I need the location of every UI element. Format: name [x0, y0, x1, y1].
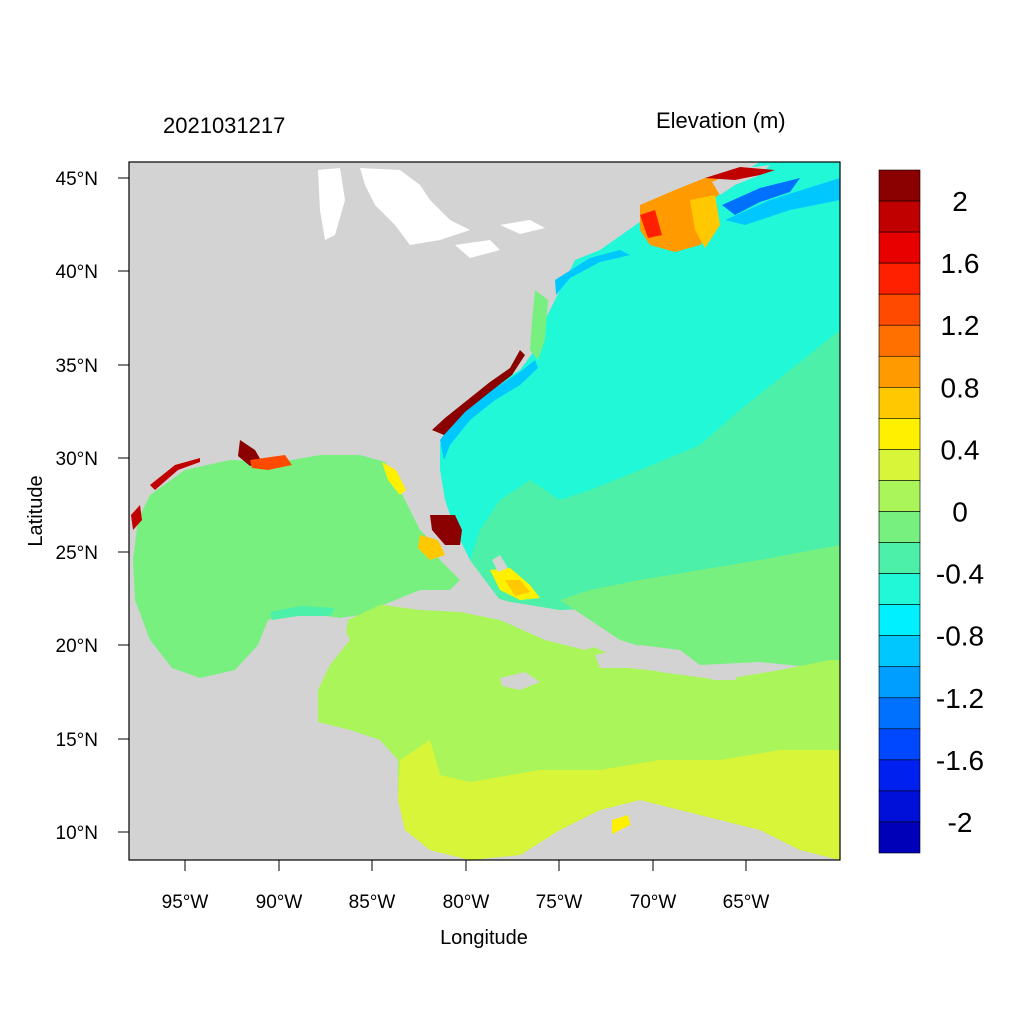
colorbar-label: 2	[952, 186, 968, 217]
florida-surge-patch	[430, 515, 462, 545]
xtick-label: 90°W	[256, 892, 303, 913]
colorbar-swatch	[878, 480, 921, 512]
colorbar-label: 1.6	[941, 248, 980, 279]
gulf-of-maine-red	[640, 210, 662, 238]
south-america-land	[560, 815, 840, 860]
colorbar-swatch	[878, 262, 921, 295]
gulf-of-maine-yellow	[690, 195, 720, 248]
ytick-label: 45°N	[56, 169, 98, 190]
bahamas-anomaly-core	[505, 580, 530, 596]
colorbar-swatch	[878, 355, 921, 388]
xtick-label: 65°W	[723, 892, 770, 913]
colorbar-label: -1.2	[936, 683, 984, 714]
x-axis: 95°W 90°W 85°W 80°W 75°W 70°W 65°W	[162, 860, 770, 913]
ytick-label: 10°N	[56, 823, 98, 844]
great-lakes	[318, 168, 545, 258]
colorbar	[878, 169, 921, 854]
colorbar-swatch	[878, 511, 921, 543]
xtick-label: 85°W	[349, 892, 396, 913]
bahamas-land	[492, 555, 508, 572]
florida-west-anomaly	[382, 462, 406, 495]
colorbar-swatch	[878, 418, 921, 450]
mid-atlantic-blue	[555, 250, 630, 295]
colorbar-swatch	[878, 604, 921, 636]
nova-scotia-shelf-cyan	[725, 178, 840, 225]
atlantic-south-band	[560, 545, 840, 670]
yucatan-land	[270, 618, 350, 690]
louisiana-surge-orange	[250, 455, 292, 470]
ytick-label: 40°N	[56, 262, 98, 283]
campeche-channel	[270, 606, 335, 620]
gulf-of-mexico	[133, 455, 460, 678]
ytick-label: 15°N	[56, 730, 98, 751]
cuba-land	[383, 590, 600, 650]
plot-frame	[128, 161, 841, 861]
colorbar-swatch	[878, 573, 921, 605]
xtick-label: 75°W	[536, 892, 583, 913]
datetime-label: 2021031217	[163, 113, 286, 138]
colorbar-swatch	[878, 200, 921, 233]
colorbar-label: -0.4	[936, 559, 984, 590]
colorbar-label: 0.4	[941, 434, 980, 465]
ytick-label: 30°N	[56, 449, 98, 470]
colorbar-label: 1.2	[941, 310, 980, 341]
colorbar-swatch	[878, 324, 921, 357]
colorbar-labels: 2 1.6 1.2 0.8 0.4 0 -0.4 -0.8 -1.2 -1.6 -2	[936, 186, 984, 838]
colorbar-swatch	[878, 231, 921, 264]
variable-label: Elevation (m)	[656, 108, 786, 133]
colorbar-swatch	[878, 293, 921, 326]
chesapeake-green	[530, 290, 548, 360]
x-axis-title: Longitude	[440, 927, 528, 949]
xtick-label: 80°W	[443, 892, 490, 913]
colorbar-swatch	[878, 542, 921, 574]
ytick-label: 25°N	[56, 543, 98, 564]
colorbar-swatch	[878, 635, 921, 668]
colorbar-swatch	[878, 759, 921, 792]
colorbar-swatch	[878, 666, 921, 699]
colorbar-label: -2	[948, 807, 973, 838]
ytick-label: 35°N	[56, 356, 98, 377]
ytick-label: 20°N	[56, 636, 98, 657]
colorbar-swatch	[878, 790, 921, 823]
carolina-coast-blue	[440, 360, 538, 460]
florida-sw-anomaly	[418, 535, 445, 560]
texas-south-red	[131, 505, 142, 530]
nova-scotia-shelf-blue	[722, 178, 800, 215]
colorbar-label: -1.6	[936, 745, 984, 776]
colorbar-swatch	[878, 728, 921, 761]
xtick-label: 70°W	[630, 892, 677, 913]
colorbar-swatch	[878, 387, 921, 419]
colorbar-label: -0.8	[936, 621, 984, 652]
carolina-coast-red	[432, 350, 525, 435]
maine-coast-red	[705, 167, 775, 180]
hispaniola-land	[595, 645, 700, 672]
south-caribbean	[398, 740, 840, 860]
colorbar-label: 0	[952, 497, 968, 528]
texas-coast-red	[150, 458, 200, 490]
jamaica-land	[500, 672, 540, 690]
y-axis-title: Latitude	[25, 475, 47, 546]
xtick-label: 95°W	[162, 892, 209, 913]
map-plot-area	[129, 162, 840, 860]
colorbar-swatch	[878, 697, 921, 730]
colorbar-swatch	[878, 449, 921, 481]
colorbar-swatch	[878, 821, 921, 854]
puerto-rico-land	[710, 670, 738, 680]
colorbar-label: 0.8	[941, 372, 980, 403]
y-axis: 45°N 40°N 35°N 30°N 25°N 20°N 15°N 10°N	[56, 169, 129, 844]
colorbar-swatch	[878, 169, 921, 202]
